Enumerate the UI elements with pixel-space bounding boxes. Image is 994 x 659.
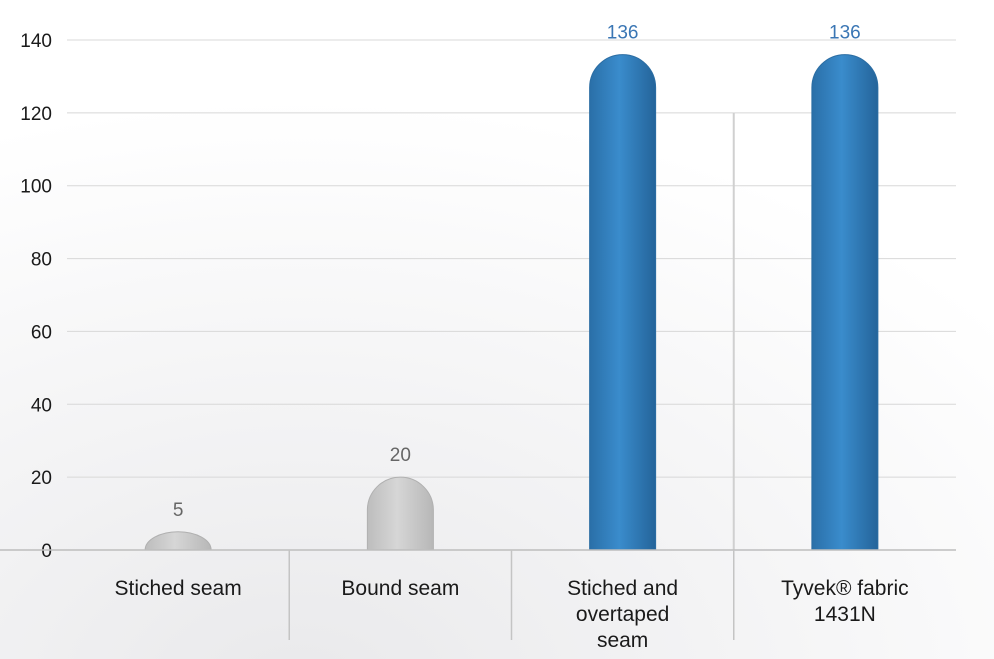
data-label: 136: [607, 23, 639, 44]
y-tick-label: 20: [31, 468, 52, 489]
bar: [144, 531, 212, 551]
x-category-label: Tyvek® fabric: [781, 577, 909, 600]
data-label: 5: [173, 500, 184, 521]
bars: [144, 54, 879, 551]
bar: [589, 54, 657, 551]
bar: [366, 476, 434, 551]
y-tick-label: 60: [31, 322, 52, 343]
data-label: 20: [390, 445, 411, 466]
x-category-label: overtaped: [576, 603, 669, 626]
data-label: 136: [829, 23, 861, 44]
x-axis-categories: Stiched seam Bound seam Stiched and overtap…: [115, 577, 909, 652]
y-tick-label: 120: [20, 104, 52, 125]
y-tick-label: 40: [31, 395, 52, 416]
x-category-label: seam: [597, 629, 648, 652]
x-category-label: 1431N: [814, 603, 876, 626]
x-category-label: Bound seam: [341, 577, 459, 600]
gridlines: [67, 39, 956, 550]
x-category-label: Stiched seam: [115, 577, 242, 600]
y-tick-label: 0: [41, 541, 52, 562]
y-tick-label: 140: [20, 31, 52, 52]
data-labels: 5 20 136 136: [173, 23, 861, 521]
y-tick-label: 80: [31, 250, 52, 271]
y-axis: 0 20 40 60 80 100 120 140: [20, 31, 52, 562]
bar: [811, 54, 879, 551]
y-tick-label: 100: [20, 177, 52, 198]
x-axis: [0, 549, 956, 640]
x-category-label: Stiched and: [567, 577, 678, 600]
